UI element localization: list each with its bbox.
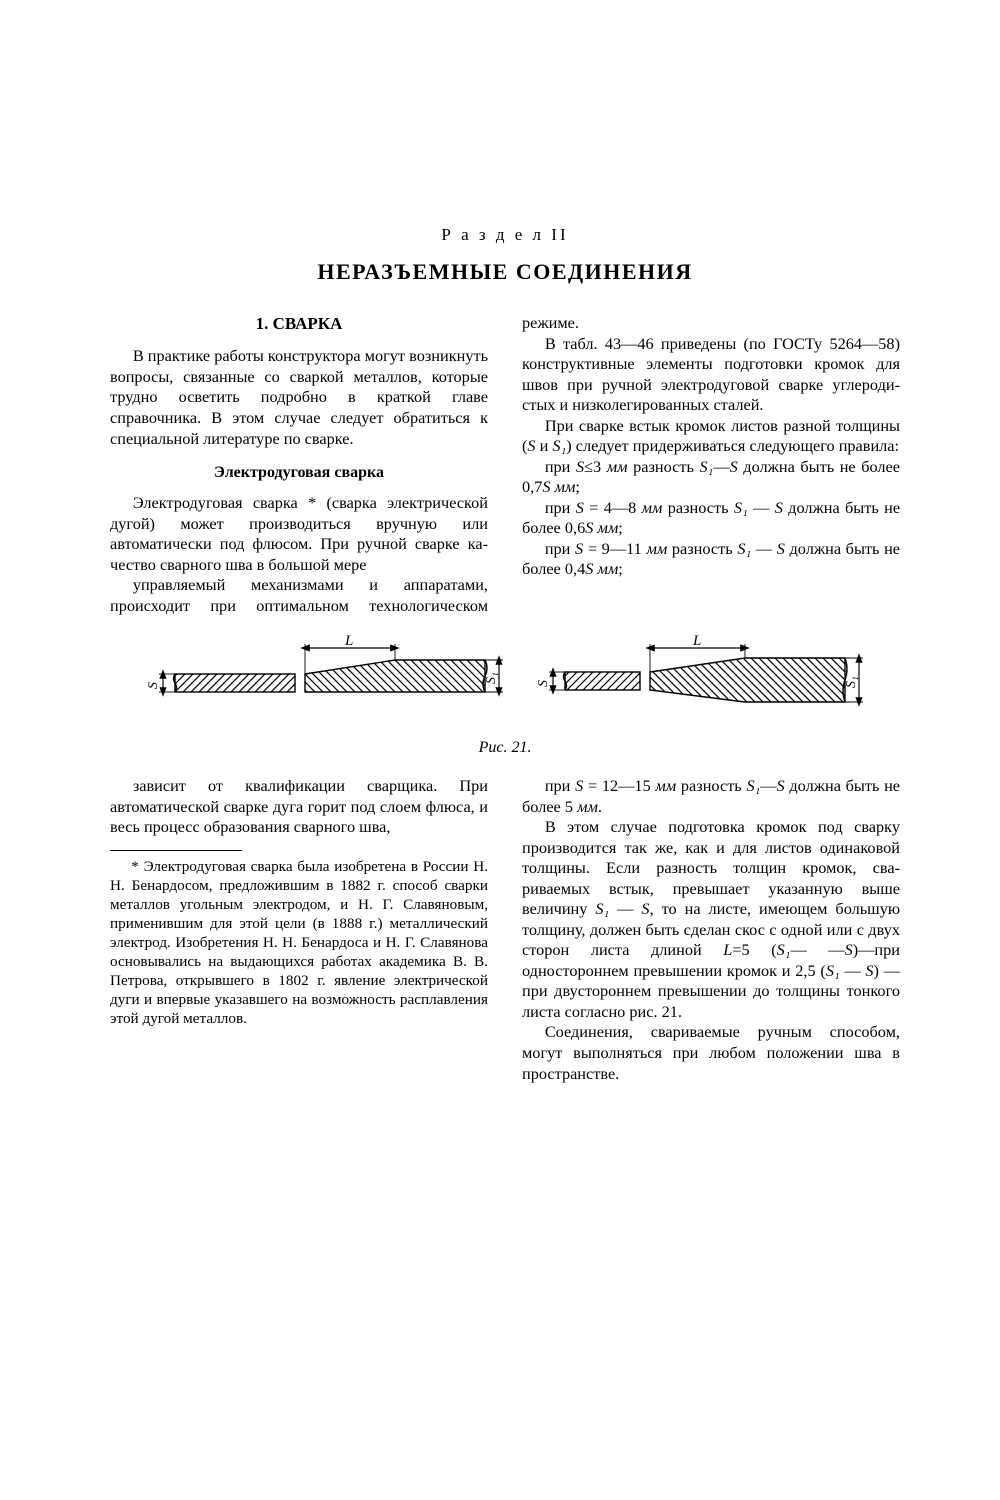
rule-4: при S = 12—15 мм разность S₁—S должна бы… — [522, 776, 900, 817]
footnote-rule — [110, 850, 242, 851]
rule-2: при S = 4—8 мм разность S₁ — S должна бы… — [522, 498, 900, 539]
main-title: НЕРАЗЪЕМНЫЕ СОЕДИНЕНИЯ — [110, 259, 900, 285]
footnote: * Электродуговая сварка была изо­бретена… — [110, 857, 488, 1028]
rule-3: при S = 9—11 мм разность S₁ — S должна б… — [522, 539, 900, 580]
svg-text:L: L — [344, 634, 353, 649]
figure-21-svg: L S S₁ — [125, 634, 885, 714]
para-col2-2: В табл. 43—46 приведены (по ГОСТу 5264—5… — [522, 334, 900, 416]
para-bevel: В этом случае подготовка кромок под свар… — [522, 817, 900, 1022]
svg-text:S₁: S₁ — [484, 673, 499, 685]
subheading-arc-welding: Электродуговая сварка — [110, 463, 488, 483]
text-columns: 1. СВАРКА В практике работы конструктора… — [110, 313, 900, 1084]
subheading-svarka: 1. СВАРКА — [110, 313, 488, 334]
para-rule-intro: При сварке встык кромок листов разной то… — [522, 416, 900, 457]
section-label: Р а з д е л II — [110, 225, 900, 245]
para-last: Соединения, свариваемые ручным способом,… — [522, 1022, 900, 1084]
page-container: Р а з д е л II НЕРАЗЪЕМНЫЕ СОЕДИНЕНИЯ 1.… — [0, 0, 1000, 1164]
para-intro: В практике работы конструктора могут воз… — [110, 346, 488, 449]
svg-text:S: S — [536, 680, 551, 687]
figure-caption: Рис. 21. — [110, 738, 900, 758]
rule-1: при S≤3 мм разность S₁—S должна быть не … — [522, 457, 900, 498]
para-arc-1: Электродуговая сварка * (сварка электрич… — [110, 493, 488, 575]
svg-text:S: S — [146, 682, 161, 689]
svg-text:L: L — [692, 634, 701, 649]
svg-text:S₁: S₁ — [844, 677, 859, 689]
figure-21: L S S₁ — [110, 634, 900, 720]
para-arc-2: зависит от квалификации сварщика. При ав… — [110, 776, 488, 838]
